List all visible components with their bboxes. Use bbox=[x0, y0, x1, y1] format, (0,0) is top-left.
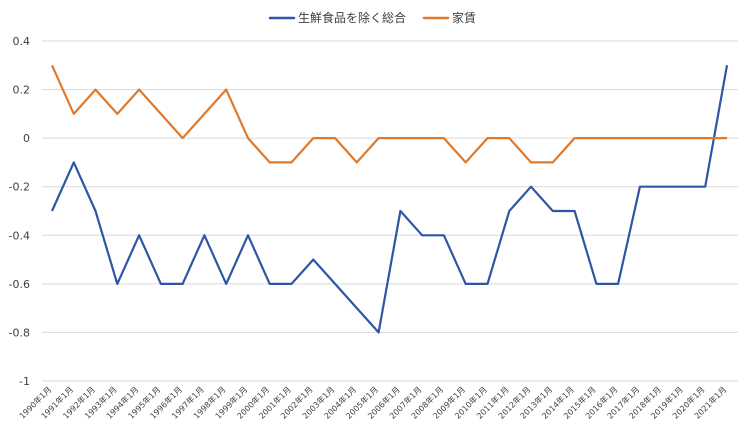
y-tick-label: 0.2 bbox=[13, 84, 31, 97]
series-line-2 bbox=[50, 64, 727, 164]
y-tick-label: -1 bbox=[19, 375, 30, 388]
y-tick-label: -0.2 bbox=[9, 181, 30, 194]
y-tick-label: -0.8 bbox=[9, 326, 30, 339]
y-tick-label: 0.4 bbox=[13, 35, 31, 48]
y-tick-label: -0.6 bbox=[9, 278, 30, 291]
x-axis-ticks: 1990年1月1991年1月1992年1月1993年1月1994年1月1995年… bbox=[17, 384, 728, 420]
series-line-1 bbox=[50, 65, 729, 334]
series-lines bbox=[50, 64, 729, 334]
legend-label-series-2: 家賃 bbox=[452, 10, 476, 25]
y-tick-label: 0 bbox=[23, 132, 30, 145]
y-tick-label: -0.4 bbox=[9, 229, 30, 242]
legend-label-series-1: 生鮮食品を除く総合 bbox=[298, 10, 406, 25]
y-axis-ticks: 0.4 0.2 0 -0.2 -0.4 -0.6 -0.8 -1 bbox=[9, 35, 30, 388]
legend: 生鮮食品を除く総合 家賃 bbox=[268, 10, 476, 25]
